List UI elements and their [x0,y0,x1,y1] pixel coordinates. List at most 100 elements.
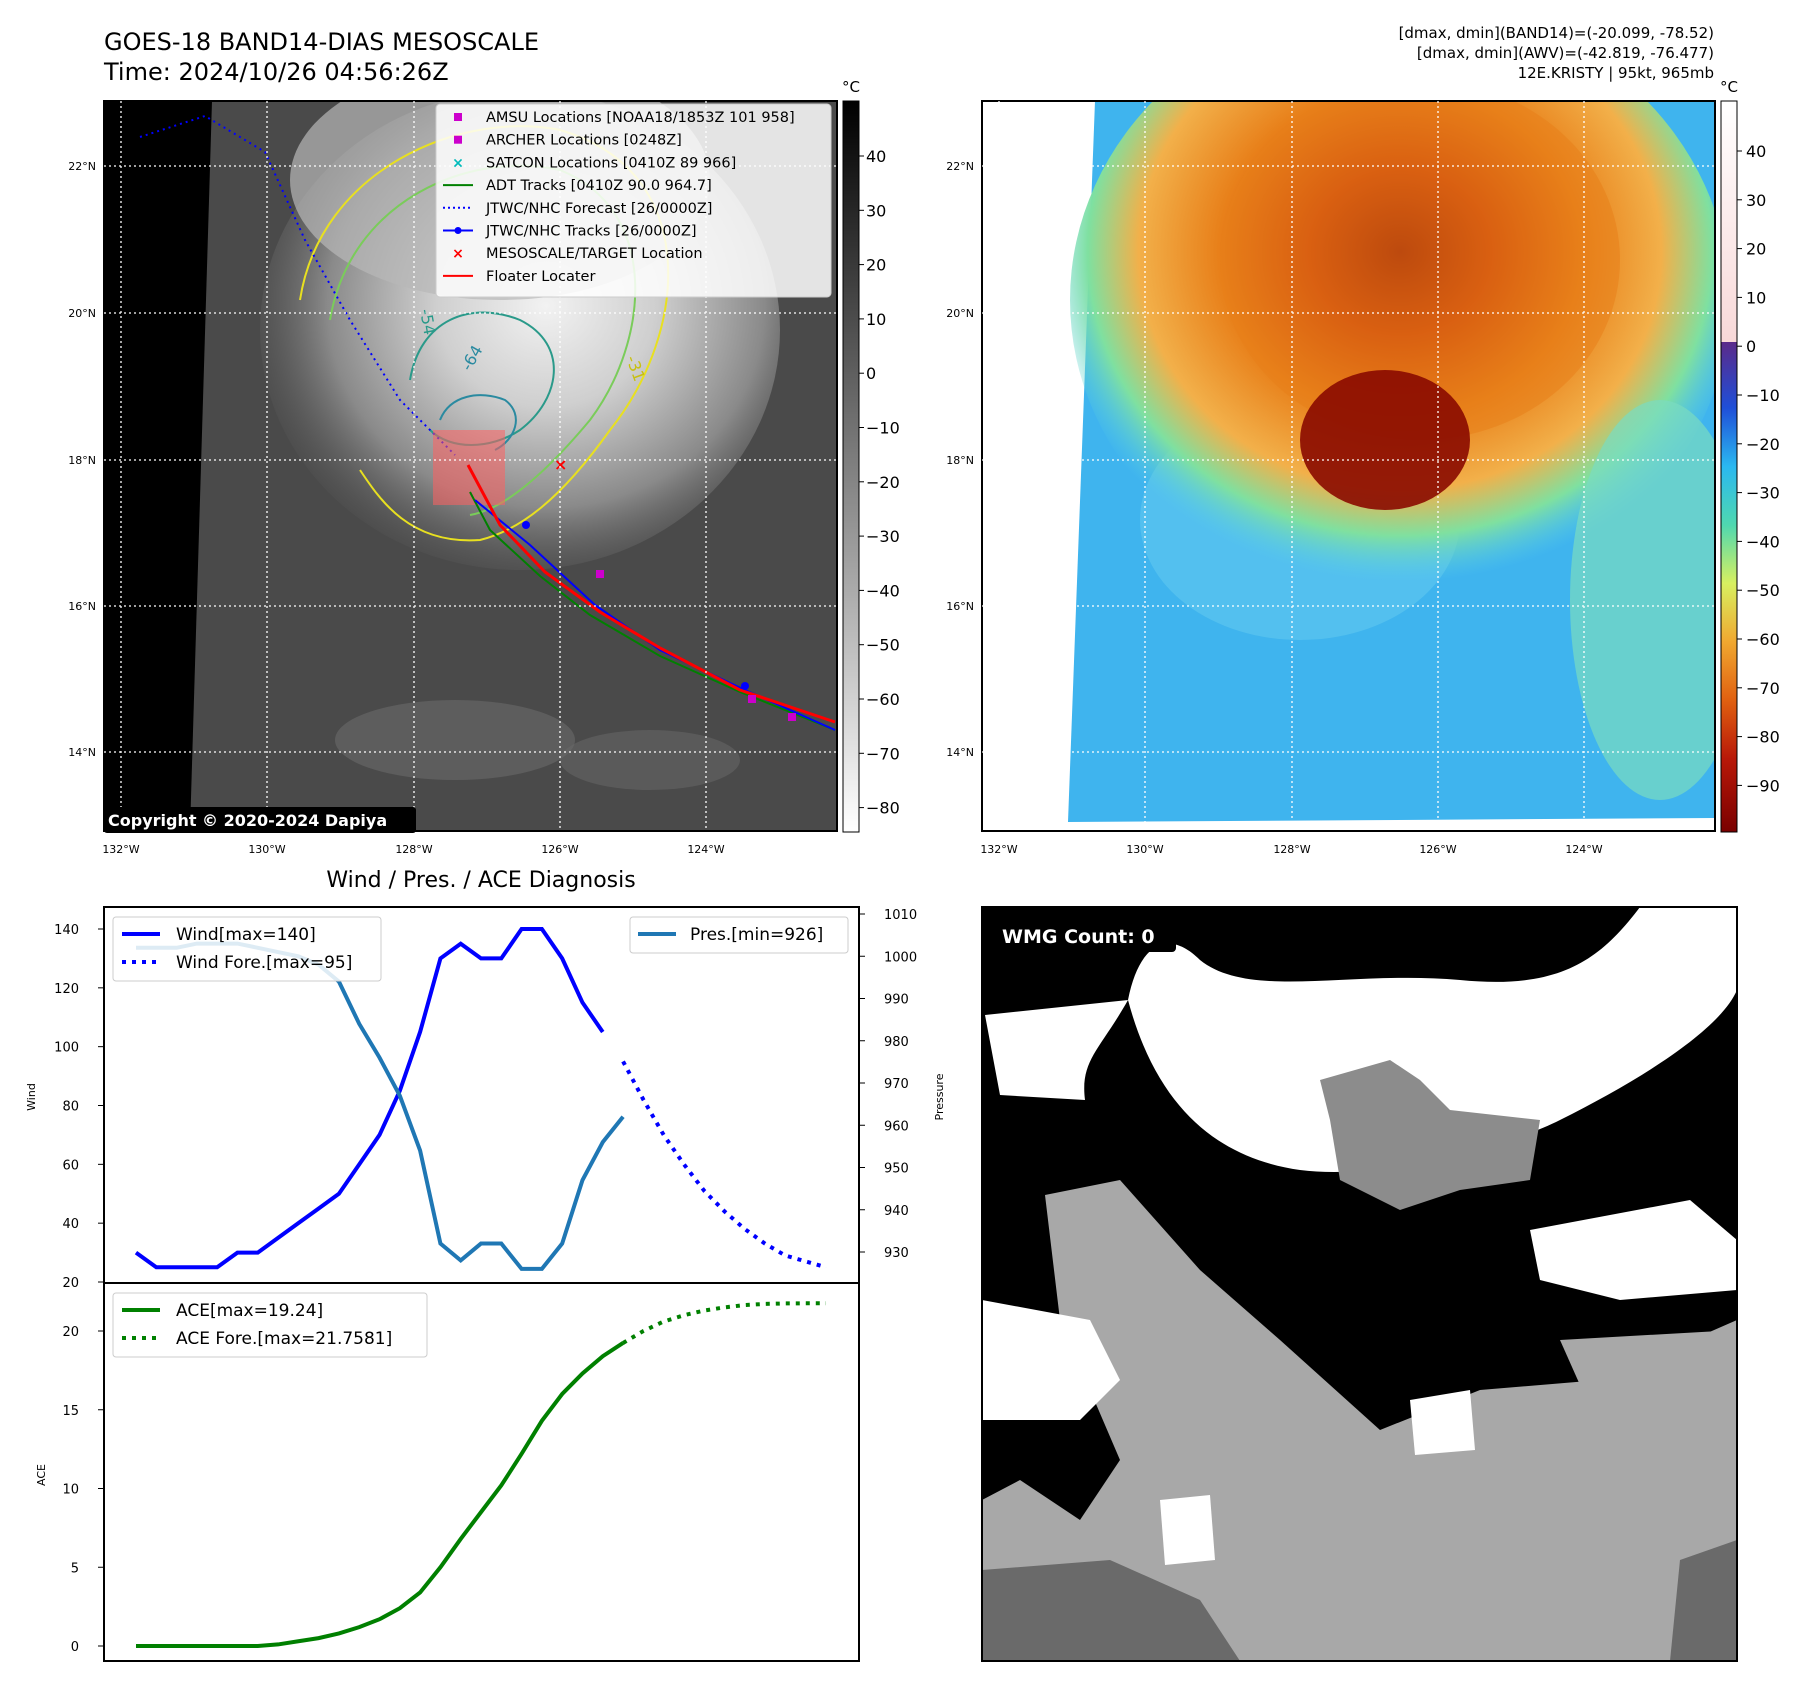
awv-ticks: 22°N 20°N 18°N 16°N 14°N 132°W 130°W 128°W 126°W… [946,160,1603,856]
legend-entry-label: ADT Tracks [0410Z 90.0 964.7] [486,178,712,194]
ir-colorbar: °C 40 30 20 10 0 −10 −20 −30 −40 −50 −60 −70 −80 [842,78,900,833]
awv-cb-tick-label: 20 [1746,240,1766,259]
awv-lat-tick: 22°N [946,160,974,173]
awv-cb-tick-label: −10 [1746,386,1780,405]
ir-lon-tick: 124°W [687,843,724,856]
wmg-count: WMG Count: 0 [1002,926,1155,948]
awv-colorbar-unit: °C [1720,78,1738,96]
awv-cb-tick-label: −20 [1746,435,1780,454]
awv-lat-tick: 16°N [946,600,974,613]
pres-legend-box [629,916,849,954]
wind-legend-label: Wind[max=140] [176,925,316,945]
ir-lon-tick: 132°W [102,843,139,856]
awv-lat-tick: 18°N [946,454,974,467]
ir-cb-tick-label: 0 [866,364,876,383]
awv-cb-tick-label: −60 [1746,630,1780,649]
awv-cb-tick-label: −70 [1746,679,1780,698]
awv-lon-tick: 128°W [1273,843,1310,856]
wmg-panel: WMG Count: 0 [981,906,1738,1662]
pres-ytick-label: 1010 [884,908,917,923]
awv-cb-tick-label: −50 [1746,581,1780,600]
ir-cb-tick-label: −70 [866,744,900,763]
awv-cb-tick-label: −80 [1746,728,1780,747]
stats-awv: [dmax, dmin](AWV)=(-42.819, -76.477) [1417,44,1714,62]
ir-cb-tick-label: −10 [866,419,900,438]
legend-square-icon [454,135,462,144]
ir-lat-tick: 20°N [68,307,96,320]
awv-cb-tick-label: 10 [1746,288,1766,307]
awv-lon-tick: 126°W [1419,843,1456,856]
ir-cb-tick-label: −60 [866,690,900,709]
ir-cb-tick-label: −40 [866,581,900,600]
awv-map: 22°N 20°N 18°N 16°N 14°N 132°W 130°W 128°W 126°W… [946,100,1716,856]
wind-forecast-legend-label: Wind Fore.[max=95] [176,953,352,973]
storm-info: 12E.KRISTY | 95kt, 965mb [1518,64,1714,82]
pres-ytick-label: 980 [884,1035,909,1050]
copyright: Copyright © 2020-2024 Dapiya [108,811,387,830]
ace-chart: 0 5 10 15 20 ACE ACE[max=19.24] ACE Fore.[max=2… [35,1282,860,1662]
ir-cb-tick-label: 20 [866,256,886,275]
series-line-wind [134,927,605,1270]
ace-axis-label: ACE [35,1464,48,1486]
ace-ytick-label: 10 [62,1483,79,1498]
legend-entry-label: MESOSCALE/TARGET Location [486,246,703,262]
wind-legend-box [112,916,382,982]
awv-cb-tick-label: −90 [1746,776,1780,795]
pres-ytick-label: 930 [884,1246,909,1261]
ir-ticks: 22°N 20°N 18°N 16°N 14°N 132°W 130°W 128°W 126°W… [68,160,725,856]
ir-cb-tick-label: −20 [866,473,900,492]
pres-ytick-label: 950 [884,1162,909,1177]
ir-cb-tick-label: 40 [866,147,886,166]
legend-entry-label: SATCON Locations [0410Z 89 966] [486,155,736,171]
awv-lat-tick: 14°N [946,746,974,759]
ir-cb-tick-label: −80 [866,799,900,818]
wind-ytick-label: 80 [62,1100,79,1115]
wind-ytick-label: 60 [62,1158,79,1173]
wind-axis-label: Wind [25,1083,38,1111]
legend-entry-label: JTWC/NHC Tracks [26/0000Z] [485,224,697,240]
wind-ytick-label: 40 [62,1217,79,1232]
ir-lon-tick: 128°W [395,843,432,856]
awv-cb-tick-label: −40 [1746,532,1780,551]
awv-cb-tick-label: 40 [1746,142,1766,161]
pres-ytick-label: 960 [884,1119,909,1134]
wind-ytick-label: 100 [54,1041,79,1056]
legend-entry-label: JTWC/NHC Forecast [26/0000Z] [485,201,712,217]
wind-ytick-label: 20 [62,1276,79,1291]
ace-ytick-label: 15 [62,1404,79,1419]
pres-ytick-label: 990 [884,993,909,1008]
ace-ytick-label: 20 [62,1325,79,1340]
ir-lon-tick: 126°W [541,843,578,856]
ace-legend-label: ACE[max=19.24] [176,1301,323,1321]
ace-ytick-label: 0 [71,1640,79,1655]
legend-x-icon: × [452,155,464,171]
ir-cb-tick-label: −50 [866,636,900,655]
pres-legend-label: Pres.[min=926] [690,925,823,945]
legend-square-icon [454,113,462,121]
figure-time: Time: 2024/10/26 04:56:26Z [103,58,449,86]
awv-cb-tick-label: 30 [1746,191,1766,210]
ir-cb-tick-label: 10 [866,310,886,329]
ir-lat-tick: 14°N [68,746,96,759]
legend-entry-label: AMSU Locations [NOAA18/1853Z 101 958] [486,110,795,126]
ace-ytick-label: 5 [71,1561,79,1576]
svg-text:×: × [554,455,567,474]
ir-lat-tick: 16°N [68,600,96,613]
pres-ytick-label: 940 [884,1204,909,1219]
awv-colorbar: °C 40 30 20 10 0 −10 −20 −30 −40 −50 −60 −70 −80 −90 [1720,78,1780,833]
awv-lon-tick: 132°W [980,843,1017,856]
awv-lon-tick: 130°W [1126,843,1163,856]
ir-colorbar-unit: °C [842,78,860,96]
legend-entry-label: Floater Locater [486,269,595,285]
ir-cb-tick-label: −30 [866,527,900,546]
diagnosis-title: Wind / Pres. / ACE Diagnosis [326,868,635,893]
ir-cb-tick-label: 30 [866,201,886,220]
figure-title: GOES-18 BAND14-DIAS MESOSCALE [104,28,539,56]
wind-ytick-label: 140 [54,923,79,938]
pres-ytick-label: 1000 [884,950,917,965]
legend-x-icon: × [452,246,464,262]
ir-lat-tick: 22°N [68,160,96,173]
awv-lat-tick: 20°N [946,307,974,320]
wind-pressure-chart: 20 40 60 80 100 120 140 930 940 950 960 970 980 990 10… [25,906,946,1291]
